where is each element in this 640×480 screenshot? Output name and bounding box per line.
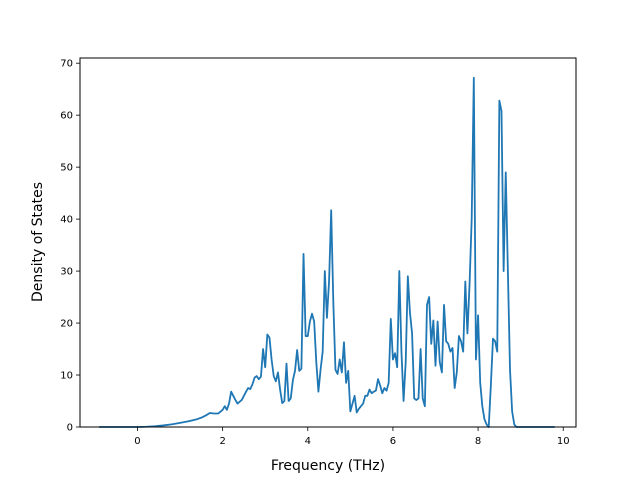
x-axis-label: Frequency (THz) [271, 458, 385, 474]
x-tick-label: 0 [134, 436, 140, 447]
y-tick-label: 60 [60, 111, 73, 122]
y-tick-label: 20 [60, 319, 73, 330]
x-tick-label: 10 [557, 436, 570, 447]
y-axis-label: Density of States [30, 182, 46, 302]
y-tick-label: 30 [60, 267, 73, 278]
plot-layer [99, 76, 555, 428]
series-line-0 [99, 76, 555, 428]
y-tick-label: 10 [60, 371, 73, 382]
ticks-layer: 0 2 4 6 8 10 0 10 20 30 40 50 60 70 [60, 59, 569, 447]
y-tick-label: 50 [60, 163, 73, 174]
x-tick-label: 2 [219, 436, 225, 447]
x-tick-label: 8 [475, 436, 481, 447]
y-tick-label: 0 [67, 423, 73, 434]
x-tick-label: 4 [305, 436, 311, 447]
y-tick-label: 40 [60, 215, 73, 226]
axes-frame [79, 57, 577, 428]
y-tick-label: 70 [60, 59, 73, 70]
x-tick-label: 6 [390, 436, 396, 447]
